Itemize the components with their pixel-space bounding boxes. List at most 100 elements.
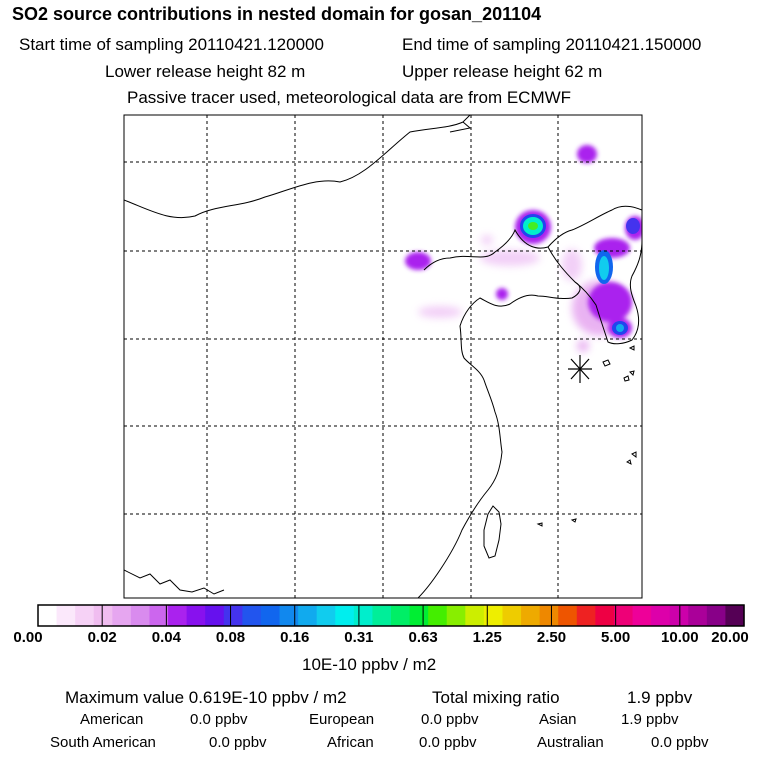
colorbar-tick-label: 0.16 (280, 629, 310, 646)
hainan-coast (124, 569, 225, 595)
colorbar-cell (316, 605, 336, 626)
region-name-australian: Australian (537, 734, 604, 751)
islet-7 (628, 345, 635, 351)
plume-haze-2 (562, 249, 582, 281)
colorbar-cell (168, 605, 188, 626)
colorbar-cell (335, 605, 355, 626)
colorbar-cell (205, 605, 225, 626)
colorbar-cell (38, 605, 58, 626)
islet-6 (570, 518, 577, 523)
colorbar-cell (595, 605, 615, 626)
colorbar-cell (223, 605, 243, 626)
colorbar-cell (260, 605, 281, 626)
total-mixing-label: Total mixing ratio (432, 688, 560, 707)
colorbar-cell (632, 605, 652, 626)
colorbar-cell (353, 605, 374, 626)
info-label: Passive tracer used, meteorological data… (127, 88, 572, 107)
colorbar-cell (242, 605, 262, 626)
colorbar-ticks (101, 605, 681, 626)
colorbar-cell (372, 605, 392, 626)
colorbar-cell (428, 605, 448, 626)
colorbar-cell (465, 605, 485, 626)
plume-cyan-2 (599, 256, 609, 280)
colorbar-cell (558, 605, 578, 626)
max-value-label: Maximum value 0.619E-10 ppbv / m2 (65, 688, 347, 707)
plume-cyan-3 (616, 324, 624, 332)
jeju-island (602, 359, 611, 367)
region-value-american: 0.0 ppbv (190, 711, 248, 728)
colorbar-tick-label: 0.00 (13, 629, 43, 646)
colorbar-cell (56, 605, 76, 626)
colorbar-unit: 10E-10 ppbv / m2 (302, 655, 437, 674)
plume-haze-1 (480, 250, 540, 266)
colorbar-cell (446, 605, 466, 626)
plume-haze-4 (481, 235, 493, 245)
colorbar-tick-label: 0.02 (87, 629, 117, 646)
region-value-european: 0.0 ppbv (421, 711, 479, 728)
colorbar-cell (502, 605, 522, 626)
plume-haze-3 (418, 306, 462, 318)
colorbar-cell (298, 605, 318, 626)
region-value-african: 0.0 ppbv (419, 734, 477, 751)
colorbar-cell (391, 605, 411, 626)
region-name-american: American (80, 711, 144, 728)
colorbar-tick-label: 0.08 (215, 629, 246, 646)
colorbar-tick-label: 0.63 (408, 629, 438, 646)
taiwan-island (483, 505, 502, 559)
region-name-african: African (327, 734, 374, 751)
plume-haze-6 (577, 340, 589, 352)
colorbar-tick-label: 2.50 (536, 629, 567, 646)
colorbar-cell (688, 605, 708, 626)
upper-release-label: Upper release height 62 m (402, 62, 603, 81)
map-frame (123, 114, 643, 599)
colorbar-cell (130, 605, 151, 626)
colorbar-cell (725, 605, 745, 626)
receptor-asterisk-icon (568, 355, 592, 383)
plume-green-max (528, 222, 538, 230)
lower-release-label: Lower release height 82 m (105, 62, 306, 81)
colorbar-cell (112, 605, 132, 626)
colorbar-cell (539, 605, 559, 626)
colorbar-tick-label: 5.00 (601, 629, 631, 646)
colorbar-cell (409, 605, 429, 626)
region-value-south-american: 0.0 ppbv (209, 734, 267, 751)
colorbar-cell (75, 605, 95, 626)
plume-blue-4 (626, 218, 640, 234)
colorbar-tick-label: 10.00 (661, 629, 699, 646)
colorbar-tick-label: 0.31 (344, 629, 374, 646)
colorbar (38, 605, 745, 626)
total-mixing-value: 1.9 ppbv (627, 688, 693, 707)
colorbar-cell (93, 605, 113, 626)
korea-border (547, 205, 642, 248)
start-time-label: Start time of sampling 20110421.120000 (19, 35, 324, 54)
colorbar-cell (669, 605, 689, 626)
grid (124, 115, 642, 598)
plume-violet-1 (577, 145, 597, 163)
colorbar-cell (576, 605, 596, 626)
korea-coast (574, 239, 642, 345)
bohai-coast (417, 228, 581, 598)
coastlines (124, 115, 642, 598)
border-ne (449, 121, 472, 133)
colorbar-cell (521, 605, 541, 626)
islet-5 (536, 522, 543, 527)
colorbar-cell (279, 605, 299, 626)
islet-3 (626, 459, 632, 465)
islet-2 (629, 370, 635, 376)
colorbar-cell (651, 605, 671, 626)
colorbar-frame (37, 604, 745, 627)
colorbar-cell (149, 605, 169, 626)
colorbar-tick-label: 0.04 (151, 629, 181, 646)
colorbar-tick-label: 1.25 (472, 629, 502, 646)
islet-1 (623, 375, 630, 382)
region-name-south-american: South American (50, 734, 156, 751)
plume-violet-7 (588, 282, 632, 322)
plume-violet-2 (405, 252, 431, 270)
colorbar-cell (613, 605, 634, 626)
islet-4 (631, 451, 637, 458)
region-name-asian: Asian (539, 711, 577, 728)
colorbar-tick-label: 20.00 (711, 629, 749, 646)
chart-title: SO2 source contributions in nested domai… (12, 4, 542, 24)
region-name-european: European (309, 711, 375, 728)
